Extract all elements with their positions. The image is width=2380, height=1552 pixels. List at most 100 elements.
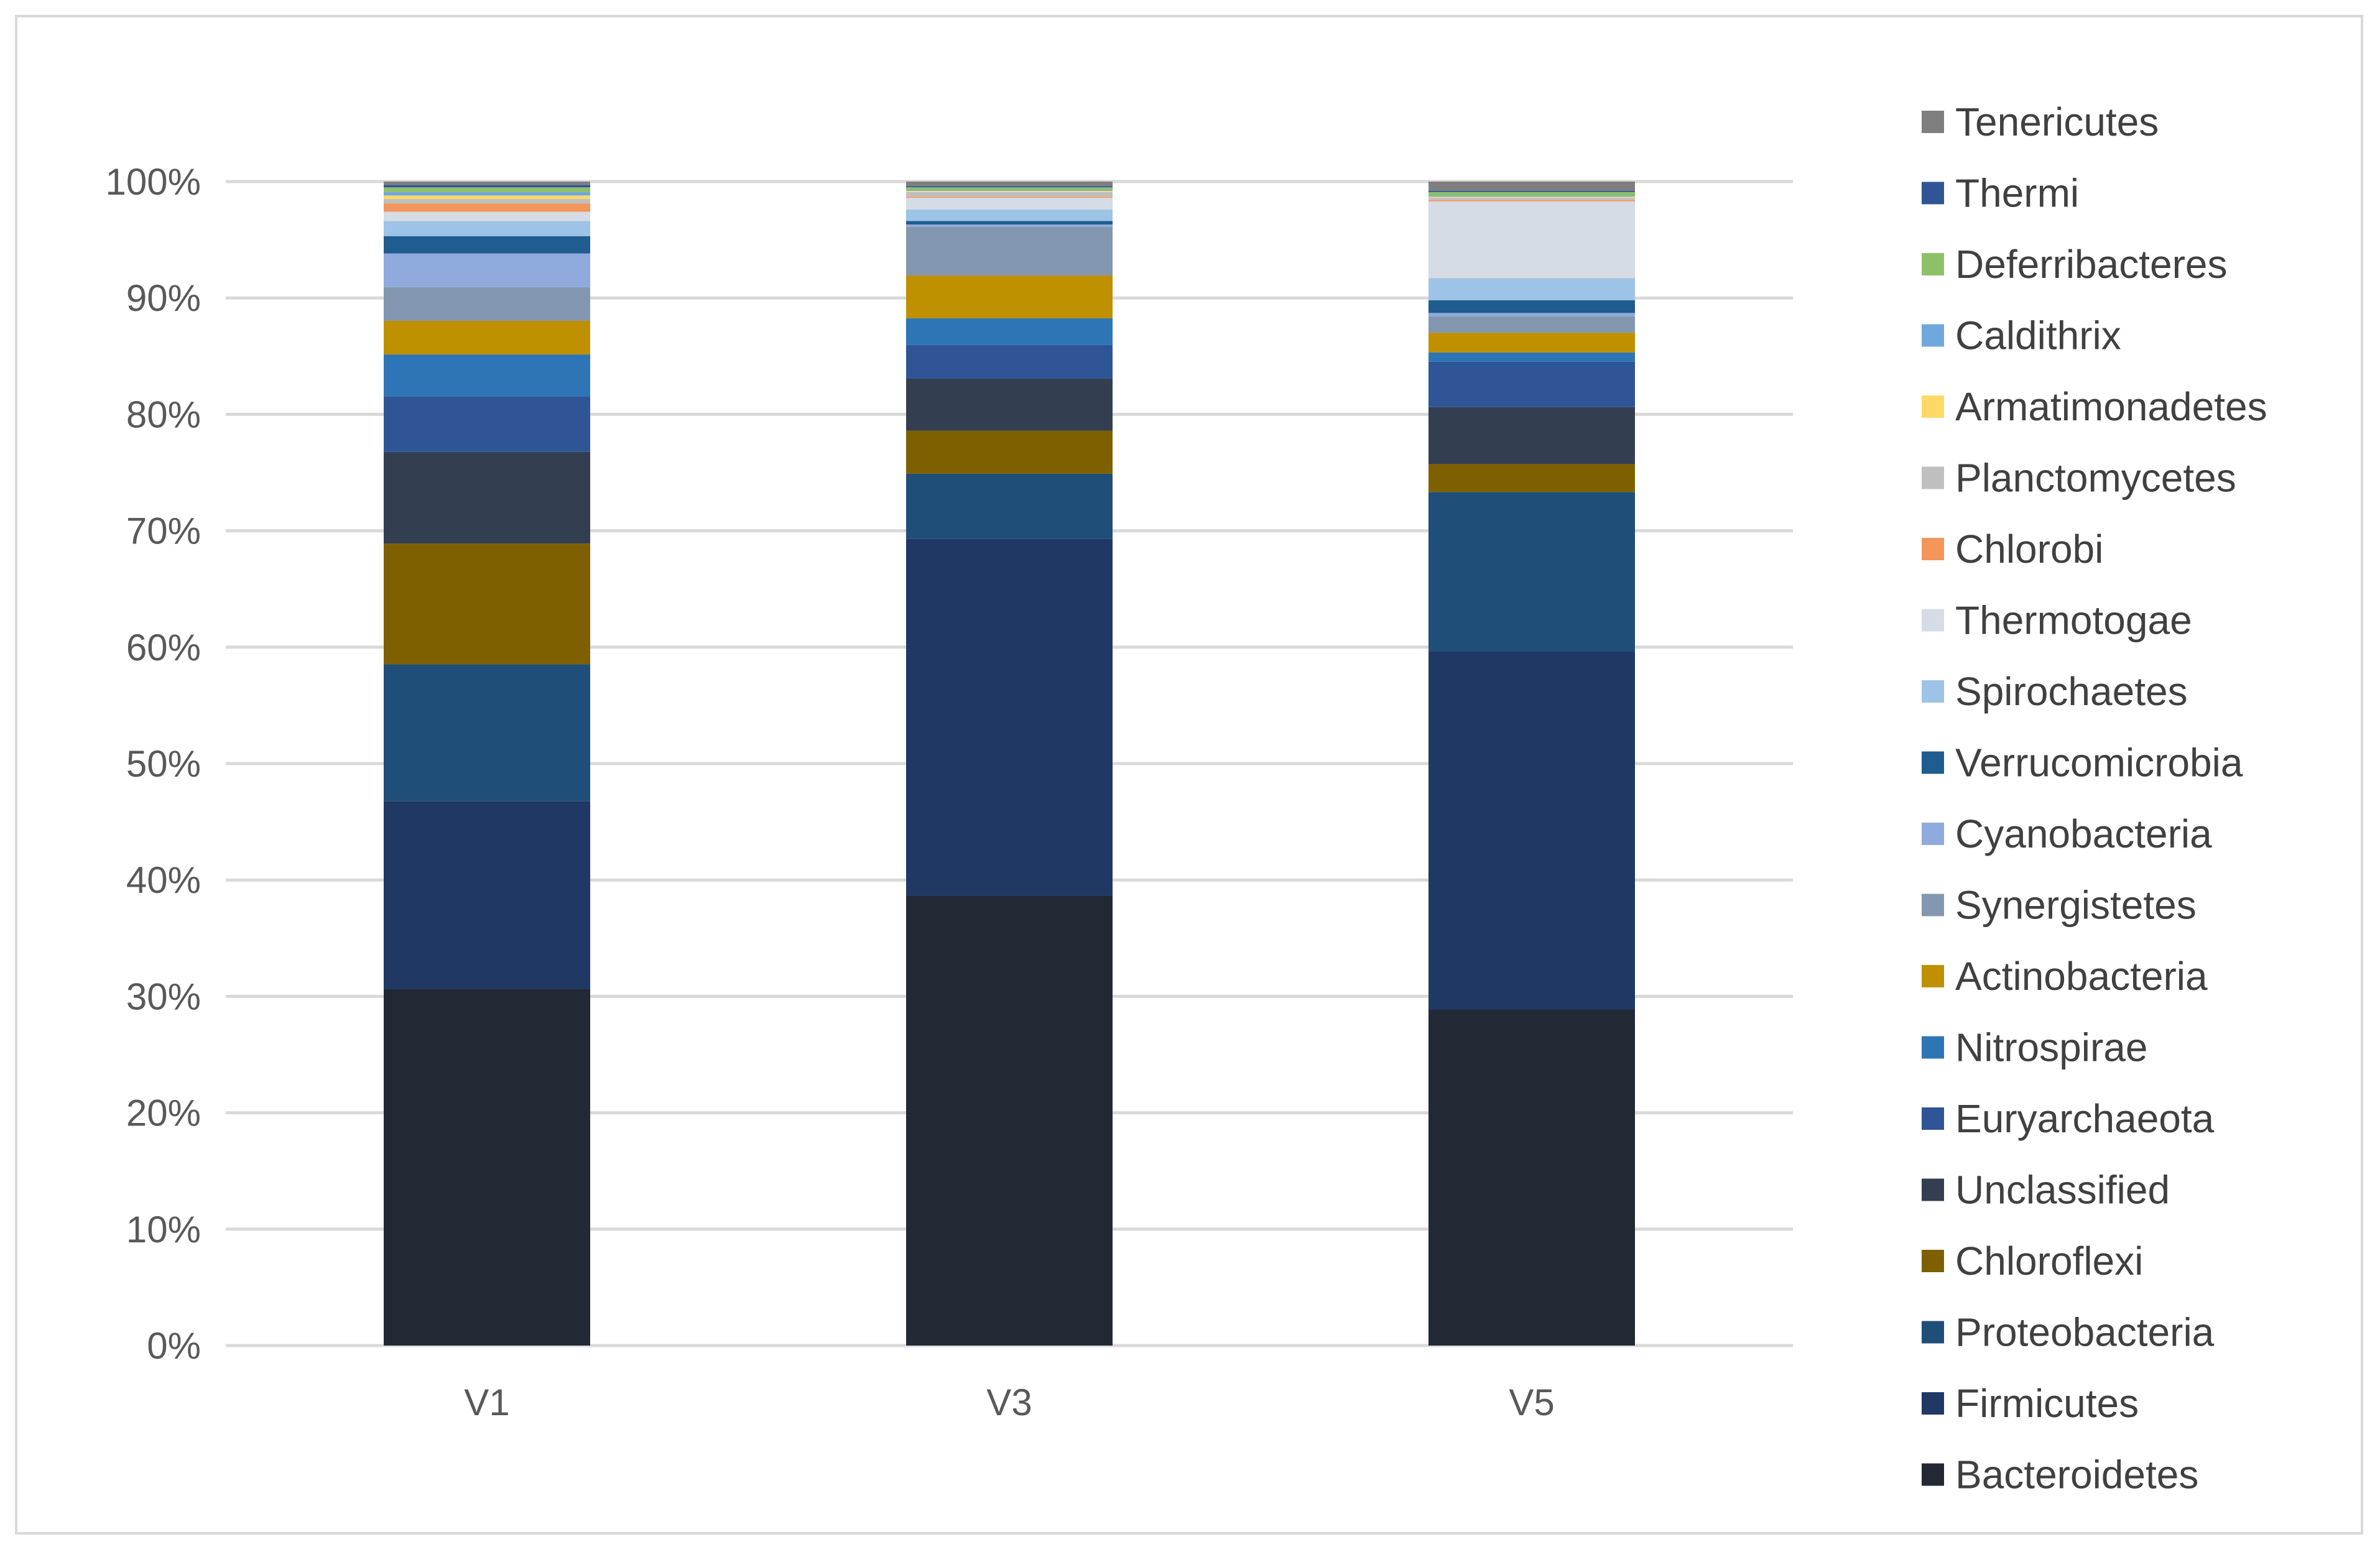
legend-swatch (1922, 1463, 1944, 1486)
bar-segment (1428, 195, 1635, 197)
bar-segment (906, 538, 1113, 896)
bar-segment (384, 203, 590, 212)
legend-label: Thermotogae (1955, 598, 2192, 643)
bar-segment (906, 226, 1113, 276)
legend-swatch (1922, 324, 1944, 347)
bar-segment (1428, 361, 1635, 407)
legend-label: Euryarchaeota (1955, 1096, 2215, 1141)
bar-segment (906, 182, 1113, 187)
legend-swatch (1922, 253, 1944, 275)
bar-segment (1428, 352, 1635, 362)
bar-segment (384, 801, 590, 990)
legend-swatch (1922, 1250, 1944, 1272)
y-tick-label: 10% (126, 1209, 201, 1250)
legend-label: Planctomycetes (1955, 456, 2236, 501)
bar-segment (384, 451, 590, 544)
bar-segment (1428, 492, 1635, 652)
bar-segment (906, 209, 1113, 221)
bar-segment (384, 320, 590, 355)
stacked-bar-chart: 0% 10% 20% 30% 40% 50% 60% 70% 80% 90% 100% V1 V3 V5… (106, 99, 2267, 1497)
legend-swatch (1922, 751, 1944, 774)
bar-segment (384, 253, 590, 287)
bar-segment (1428, 182, 1635, 191)
legend-swatch (1922, 1107, 1944, 1130)
legend-swatch (1922, 395, 1944, 418)
bar-segment (384, 236, 590, 254)
legend-label: Thermi (1955, 171, 2079, 216)
bar-segment (1428, 464, 1635, 492)
bar-segment (384, 182, 590, 185)
bar-segment (384, 187, 590, 192)
legend-label: Unclassified (1955, 1168, 2170, 1212)
bar-segment (1428, 198, 1635, 200)
y-tick-label: 0% (147, 1325, 201, 1367)
legend-label: Nitrospirae (1955, 1025, 2147, 1070)
bar-segment (1428, 192, 1635, 196)
legend-label: Caldithrix (1955, 313, 2121, 358)
bar-segment (906, 224, 1113, 227)
legend-label: Armatimonadetes (1955, 384, 2267, 429)
legend-swatch (1922, 538, 1944, 560)
bar-segment (1428, 200, 1635, 201)
legend-label: Deferribacteres (1955, 242, 2228, 287)
legend-swatch (1922, 1036, 1944, 1059)
bar-segment (1428, 300, 1635, 313)
bar-segment (906, 275, 1113, 319)
legend-label: Cyanobacteria (1955, 811, 2212, 856)
bar-segment (906, 187, 1113, 190)
y-tick-label: 20% (126, 1092, 201, 1134)
x-tick-label: V3 (986, 1382, 1032, 1423)
bar-segment (1428, 333, 1635, 353)
legend-label: Spirochaetes (1955, 669, 2188, 714)
legend-swatch (1922, 182, 1944, 205)
legend-label: Bacteroidetes (1955, 1453, 2198, 1497)
bar-segment (906, 318, 1113, 345)
bar-segment (1428, 190, 1635, 192)
y-tick-label: 90% (126, 277, 201, 319)
legend-label: Actinobacteria (1955, 954, 2208, 999)
bar-segment (384, 287, 590, 321)
bar-segment (906, 378, 1113, 431)
legend-swatch (1922, 1321, 1944, 1344)
bar-segment (1428, 407, 1635, 464)
legend-label: Firmicutes (1955, 1381, 2139, 1426)
legend-label: Synergistetes (1955, 883, 2197, 928)
y-tick-label: 100% (106, 161, 201, 203)
bars (384, 182, 1635, 1346)
bar-segment (906, 192, 1113, 197)
bar-segment (384, 543, 590, 665)
bar-segment (1428, 1009, 1635, 1346)
bar-segment (1428, 201, 1635, 279)
bar-segment (1428, 316, 1635, 333)
y-tick-label: 80% (126, 394, 201, 435)
bar-segment (1428, 313, 1635, 316)
bar-segment (906, 196, 1113, 198)
bar-segment (384, 396, 590, 452)
legend: Tenericutes Thermi Deferribacteres Caldithr… (1922, 99, 2267, 1497)
bar-segment (1428, 651, 1635, 1010)
legend-label: Chloroflexi (1955, 1239, 2143, 1283)
bar-segment (906, 186, 1113, 188)
bar-segment (906, 473, 1113, 539)
bar-segment (906, 895, 1113, 1346)
bar-segment (384, 198, 590, 204)
legend-swatch (1922, 680, 1944, 703)
legend-swatch (1922, 609, 1944, 632)
bar-segment (384, 664, 590, 801)
bar-segment (906, 344, 1113, 379)
x-tick-label: V1 (464, 1382, 509, 1423)
x-tick-label: V5 (1509, 1382, 1554, 1423)
y-tick-label: 60% (126, 627, 201, 668)
y-tick-label: 40% (126, 859, 201, 901)
bar-segment (906, 430, 1113, 474)
bar-segment (384, 185, 590, 188)
bar-segment (384, 989, 590, 1346)
chart-frame: 0% 10% 20% 30% 40% 50% 60% 70% 80% 90% 100% V1 V3 V5… (15, 15, 2363, 1535)
legend-swatch (1922, 466, 1944, 489)
bar-segment (906, 190, 1113, 191)
bar-segment (906, 190, 1113, 192)
legend-label: Proteobacteria (1955, 1310, 2215, 1355)
legend-label: Chlorobi (1955, 527, 2103, 571)
bar-segment (906, 198, 1113, 210)
bar-segment (384, 211, 590, 221)
